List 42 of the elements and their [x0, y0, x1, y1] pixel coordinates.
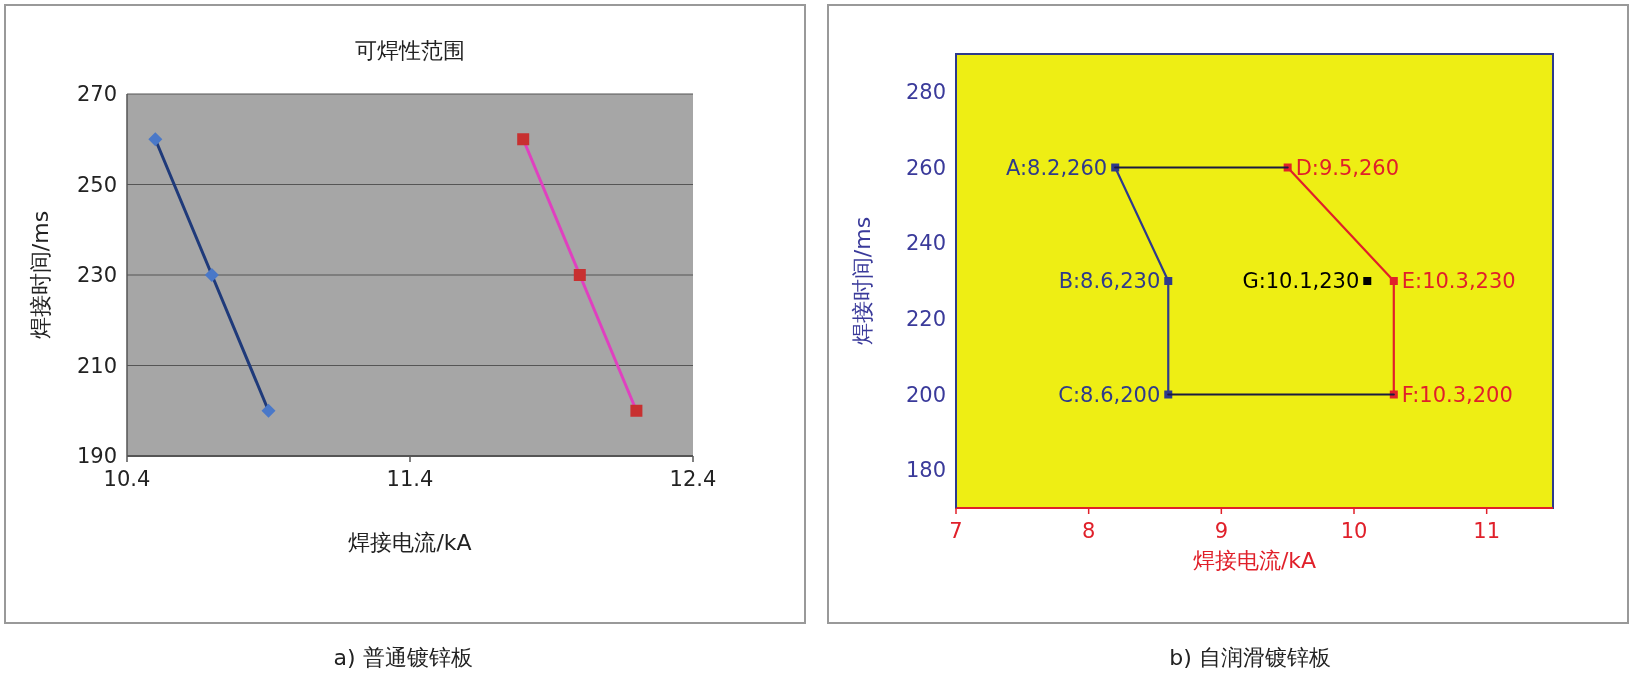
annotation: E:10.3,230 — [1401, 269, 1516, 293]
x-axis-title: 焊接电流/kA — [348, 530, 472, 555]
annotation: C:8.6,200 — [1058, 382, 1161, 407]
y-tick-label: 200 — [905, 382, 946, 407]
x-tick-label: 11 — [1473, 519, 1501, 543]
y-tick-label: 270 — [76, 82, 117, 106]
annotation: D:9.5,260 — [1295, 155, 1400, 180]
y-tick-label: 190 — [76, 444, 117, 468]
point — [261, 403, 276, 418]
x-tick-label: 10 — [1340, 519, 1368, 543]
text: b) 自润滑镀锌板 — [1169, 645, 1331, 670]
point — [148, 132, 163, 147]
y-tick-label: 260 — [905, 155, 946, 180]
y-tick-label: 240 — [905, 231, 946, 256]
y-axis-title: 焊接时间/ms — [850, 216, 875, 346]
point — [630, 404, 643, 417]
x-tick-label: 7 — [949, 519, 963, 543]
point — [573, 269, 586, 281]
point — [204, 268, 219, 282]
chart-title: 可焊性范围 — [355, 38, 465, 63]
y-tick-label: 210 — [76, 353, 117, 378]
annotation: F:10.3,200 — [1401, 382, 1513, 407]
annotation: B:8.6,230 — [1058, 269, 1161, 293]
y-axis-title: 焊接时间/ms — [28, 210, 53, 340]
x-tick-label: 11.4 — [386, 467, 434, 491]
point — [1363, 277, 1372, 285]
point — [1389, 277, 1398, 285]
x-tick-label: 12.4 — [669, 467, 717, 491]
annotation: A:8.2,260 — [1005, 155, 1108, 180]
y-tick-label: 220 — [905, 306, 946, 331]
y-tick-label: 280 — [905, 79, 946, 104]
x-tick-label: 10.4 — [103, 467, 151, 491]
x-tick-label: 9 — [1214, 519, 1229, 543]
y-tick-label: 230 — [76, 263, 117, 287]
text: a) 普通镀锌板 — [333, 645, 473, 670]
point — [1164, 277, 1173, 285]
x-axis-title: 焊接电流/kA — [1192, 548, 1317, 573]
y-tick-label: 250 — [76, 172, 117, 197]
point — [517, 133, 530, 146]
annotation: G:10.1,230 — [1242, 269, 1360, 293]
x-tick-label: 8 — [1081, 519, 1096, 543]
y-tick-label: 180 — [905, 458, 946, 483]
